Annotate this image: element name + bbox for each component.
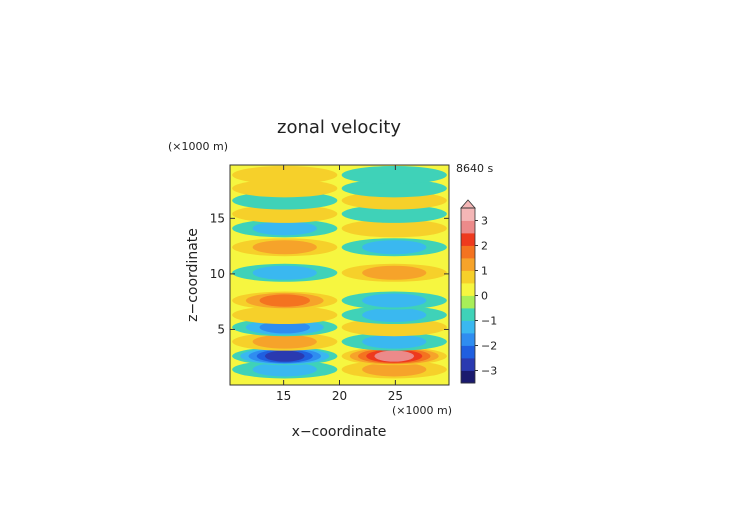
field-contour xyxy=(252,240,317,255)
colorbar-tick-label: −3 xyxy=(481,365,497,378)
field-contour xyxy=(264,350,305,362)
field-contour xyxy=(232,179,338,198)
colorbar-tick-label: 1 xyxy=(481,265,488,278)
field-contour xyxy=(252,334,317,349)
field-contour xyxy=(259,294,310,307)
field-contour xyxy=(362,308,427,322)
field-contour xyxy=(232,166,338,184)
field-contour xyxy=(259,321,310,334)
field-contour xyxy=(341,179,447,198)
field-contour xyxy=(232,204,338,223)
x-tick-label: 25 xyxy=(388,389,403,403)
colorbar-segment xyxy=(461,358,475,371)
x-axis: 15 20 25 xyxy=(276,165,403,403)
colorbar-segment xyxy=(461,345,475,359)
colorbar-segment xyxy=(461,283,475,296)
y-axis-label: z−coordinate xyxy=(185,228,201,322)
field-contour xyxy=(232,306,338,324)
field-contour xyxy=(341,219,447,238)
colorbar-segment xyxy=(461,320,475,334)
colorbar-segment xyxy=(461,233,475,246)
field-contour xyxy=(362,362,427,377)
x-axis-label: x−coordinate xyxy=(292,424,387,440)
field-contour xyxy=(362,334,427,349)
field-contour xyxy=(374,350,415,362)
chart-title: zonal velocity xyxy=(277,117,401,138)
x-unit-label: (×1000 m) xyxy=(392,404,452,417)
y-tick-label: 5 xyxy=(217,322,225,336)
colorbar-tick-label: −2 xyxy=(481,340,497,353)
time-label: 8640 s xyxy=(456,162,493,175)
field-contour xyxy=(362,265,427,280)
colorbar-segment xyxy=(461,258,475,271)
colorbar-segment xyxy=(461,295,475,309)
colorbar-segment xyxy=(461,270,475,284)
colorbar-segment xyxy=(461,208,475,221)
velocity-field xyxy=(232,166,447,379)
colorbar-segment xyxy=(461,245,475,259)
colorbar-extend-arrow xyxy=(460,199,476,209)
colorbar-tick-label: −1 xyxy=(481,315,497,328)
y-tick-label: 10 xyxy=(210,267,225,281)
field-contour xyxy=(252,265,317,280)
x-tick-label: 15 xyxy=(276,389,291,403)
y-tick-label: 15 xyxy=(210,211,225,225)
colorbar-segment xyxy=(461,220,475,234)
colorbar-tick-label: 3 xyxy=(481,215,488,228)
x-tick-label: 20 xyxy=(332,389,347,403)
colorbar-segment xyxy=(461,333,475,346)
colorbar-segment xyxy=(461,308,475,321)
field-contour xyxy=(252,362,317,377)
field-contour xyxy=(362,240,427,255)
colorbar-segment xyxy=(461,370,475,384)
colorbar: −3 −2 −1 0 1 2 3 xyxy=(460,199,497,384)
colorbar-tick-label: 0 xyxy=(481,290,488,303)
y-unit-label: (×1000 m) xyxy=(168,140,228,153)
field-contour xyxy=(341,204,447,223)
field-contour xyxy=(341,166,447,184)
field-contour xyxy=(362,293,427,308)
field-contour xyxy=(252,221,317,236)
colorbar-tick-label: 2 xyxy=(481,240,488,253)
y-axis: 5 10 15 xyxy=(210,211,449,336)
